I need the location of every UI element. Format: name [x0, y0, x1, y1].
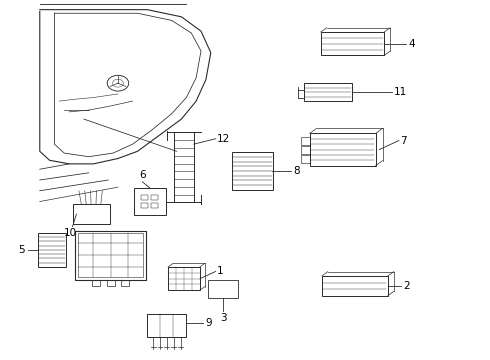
Bar [142, 195, 148, 201]
Bar [75, 231, 146, 279]
Bar [310, 134, 376, 166]
Text: 2: 2 [403, 281, 410, 291]
Text: 9: 9 [205, 319, 212, 328]
Bar [92, 279, 100, 286]
Text: 11: 11 [394, 87, 407, 97]
Bar [147, 314, 186, 337]
Bar [151, 203, 158, 208]
Text: 1: 1 [217, 266, 223, 276]
Text: 5: 5 [19, 245, 25, 255]
Bar [38, 233, 66, 267]
Text: 10: 10 [64, 228, 77, 238]
Bar [142, 203, 148, 208]
Bar [134, 188, 166, 215]
Text: 6: 6 [139, 170, 146, 180]
Bar [78, 233, 143, 277]
Bar [304, 83, 352, 101]
Bar [73, 204, 110, 224]
Text: 3: 3 [220, 313, 226, 323]
Text: 8: 8 [293, 166, 299, 176]
Bar [321, 32, 384, 55]
Text: 7: 7 [400, 136, 407, 145]
Bar [208, 280, 238, 298]
Bar [232, 152, 273, 190]
Bar [107, 279, 115, 286]
Text: 12: 12 [217, 134, 230, 144]
Bar [322, 276, 388, 296]
Bar [301, 155, 310, 163]
Bar [301, 137, 310, 145]
Bar [168, 267, 200, 290]
Bar [122, 279, 129, 286]
Bar [301, 146, 310, 154]
Text: 4: 4 [409, 39, 416, 49]
Bar [151, 195, 158, 201]
